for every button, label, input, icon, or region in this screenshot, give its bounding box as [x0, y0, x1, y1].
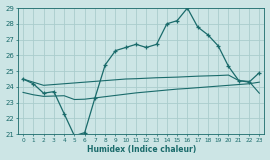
- X-axis label: Humidex (Indice chaleur): Humidex (Indice chaleur): [87, 145, 196, 154]
